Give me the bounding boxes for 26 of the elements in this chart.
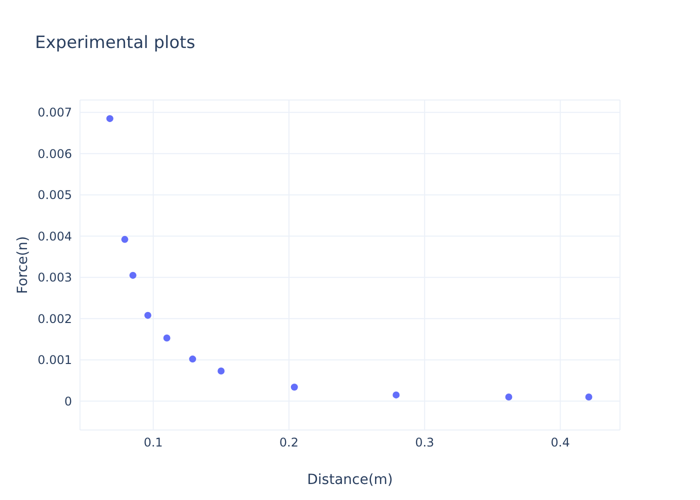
x-tick-label: 0.2: [279, 436, 298, 450]
point: [144, 312, 152, 319]
y-tick-label: 0.002: [38, 312, 72, 326]
y-tick-label: 0.003: [38, 270, 72, 285]
y-tick-label: 0.005: [38, 188, 72, 202]
y-tick-label: 0: [64, 394, 72, 408]
y-tick-label: 0.004: [38, 229, 72, 244]
y-tick-label: 0.001: [38, 353, 72, 368]
point: [218, 368, 225, 375]
x-tick-label: 0.4: [550, 436, 570, 450]
x-tick-label: 0.1: [144, 436, 163, 450]
point: [290, 384, 298, 391]
point: [129, 272, 136, 279]
point: [585, 394, 592, 400]
y-axis-title: Force(n): [14, 236, 31, 294]
point: [121, 236, 128, 243]
point: [163, 334, 170, 342]
y-tick-label: 0.007: [38, 106, 72, 120]
chart-title: Experimental plots: [35, 33, 196, 53]
point: [106, 115, 114, 122]
x-axis-title: Distance(m): [307, 472, 393, 488]
point: [189, 356, 196, 363]
point: [505, 394, 512, 400]
point: [392, 391, 400, 398]
y-tick-label: 0.006: [38, 146, 72, 161]
x-tick-label: 0.3: [415, 436, 434, 450]
